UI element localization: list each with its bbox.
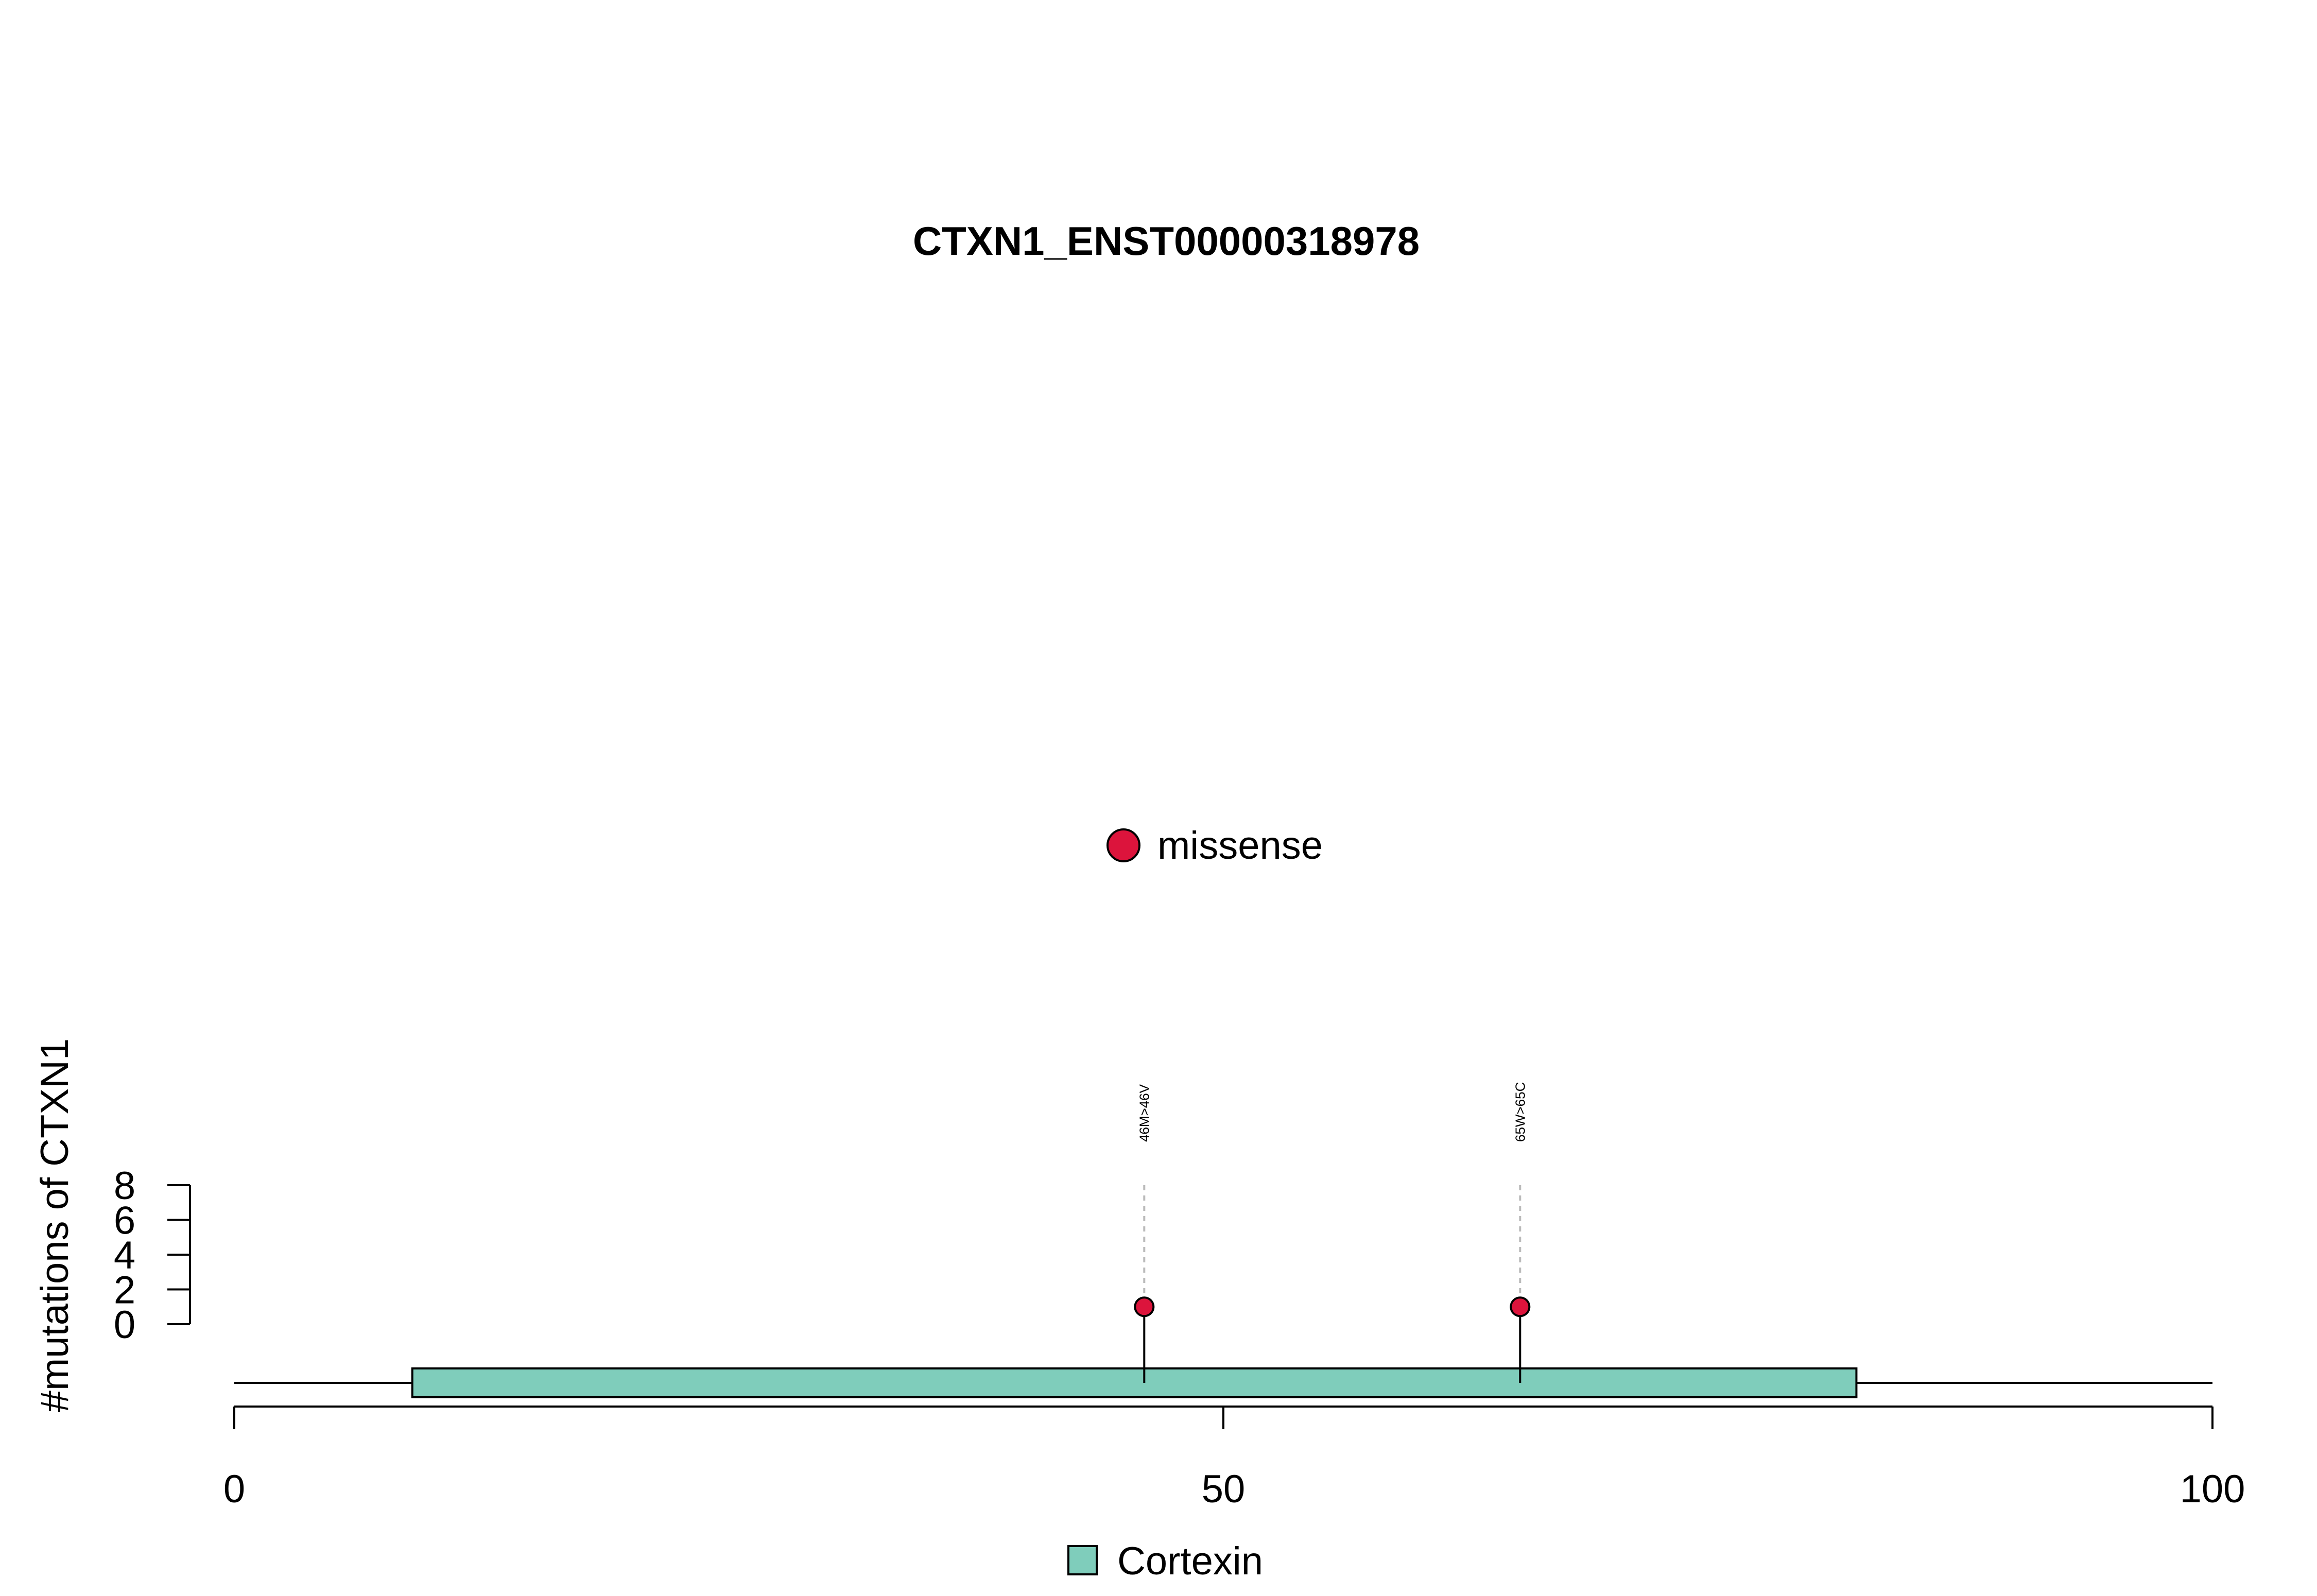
x-tick-label: 0 [223, 1467, 245, 1511]
legend-missense-marker [1106, 828, 1140, 862]
x-axis: 0 50 100 [223, 1406, 2245, 1511]
legend-top: missense [1106, 824, 1323, 868]
legend-missense-label: missense [1157, 824, 1323, 868]
legend-bottom: Cortexin [1067, 1539, 1263, 1583]
protein-backbone [234, 1367, 2212, 1398]
y-axis-label: #mutations of CTXN1 [33, 1038, 77, 1413]
y-tick-label: 6 [114, 1199, 135, 1243]
mutation-point [1510, 1296, 1531, 1317]
y-tick-label: 2 [114, 1269, 135, 1312]
mutation-label: 46M>46V [1136, 1084, 1152, 1142]
x-tick-label: 50 [1202, 1467, 1246, 1511]
mutation-point [1134, 1296, 1155, 1317]
legend-cortexin-swatch [1067, 1545, 1098, 1575]
legend-cortexin-label: Cortexin [1117, 1539, 1263, 1583]
chart-title: CTXN1_ENST00000318978 [913, 218, 1420, 264]
y-tick-label: 8 [114, 1164, 135, 1208]
x-tick-label: 100 [2180, 1467, 2245, 1511]
lollipops: 46M>46V 65W>65C [1134, 1082, 1531, 1383]
domain-cortexin [411, 1367, 1858, 1398]
mutation-label: 65W>65C [1512, 1082, 1528, 1142]
y-tick-label: 4 [114, 1234, 135, 1277]
y-tick-label: 0 [114, 1303, 135, 1347]
